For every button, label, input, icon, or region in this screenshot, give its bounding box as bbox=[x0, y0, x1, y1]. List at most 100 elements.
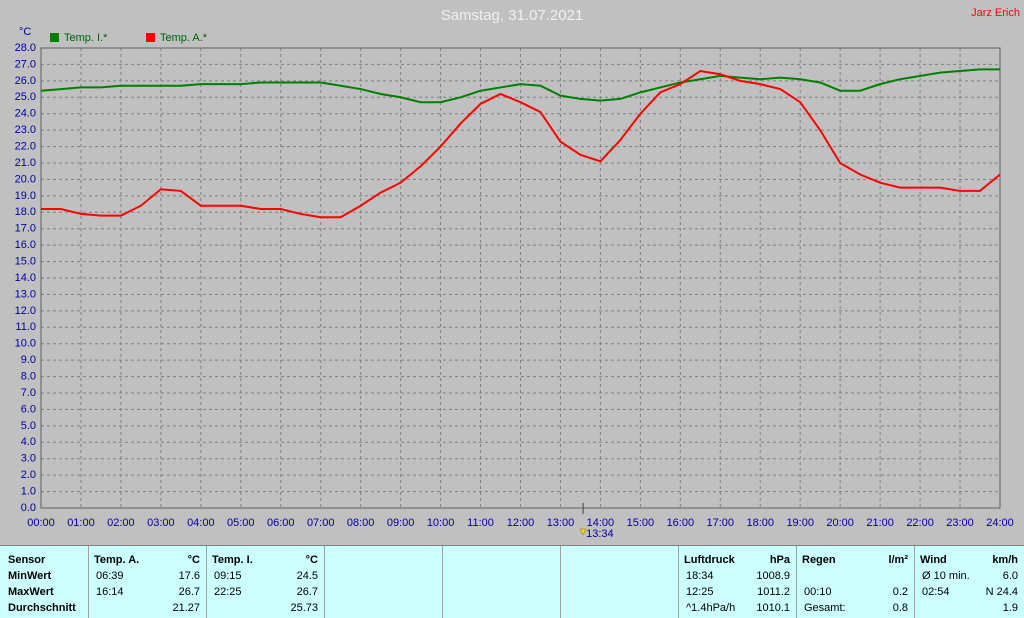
y-tick-label: 17.0 bbox=[15, 223, 36, 235]
y-tick-label: 10.0 bbox=[15, 338, 36, 350]
table-value: 25.73 bbox=[290, 602, 318, 614]
y-tick-label: 11.0 bbox=[15, 321, 36, 333]
x-tick-label: 17:00 bbox=[707, 517, 735, 529]
chart-title: Samstag, 31.07.2021 bbox=[441, 7, 584, 24]
y-tick-label: 13.0 bbox=[15, 288, 36, 300]
table-value: 24.5 bbox=[297, 570, 318, 582]
table-value: 0.2 bbox=[893, 586, 908, 598]
x-tick-label: 04:00 bbox=[187, 517, 215, 529]
x-tick-label: 20:00 bbox=[826, 517, 854, 529]
y-tick-label: 15.0 bbox=[15, 255, 36, 267]
y-axis-label: °C bbox=[19, 26, 31, 38]
table-unit: °C bbox=[306, 554, 318, 566]
y-tick-label: 4.0 bbox=[21, 436, 36, 448]
table-value: 17.6 bbox=[179, 570, 200, 582]
y-tick-label: 1.0 bbox=[21, 485, 36, 497]
corner-label: Jarz Erich bbox=[971, 7, 1020, 19]
table-value: 1008.9 bbox=[756, 570, 790, 582]
table-row-label: MaxWert bbox=[8, 586, 54, 598]
series-line bbox=[40, 68, 1000, 104]
table-unit: l/m² bbox=[888, 554, 908, 566]
y-tick-label: 19.0 bbox=[15, 190, 36, 202]
x-tick-label: 10:00 bbox=[427, 517, 455, 529]
legend-label: Temp. A.* bbox=[160, 32, 208, 44]
table-value: 6.0 bbox=[1003, 570, 1018, 582]
table-time: Ø 10 min. bbox=[922, 570, 970, 582]
table-row-label: Durchschnitt bbox=[8, 602, 76, 614]
y-tick-label: 5.0 bbox=[21, 420, 36, 432]
table-time: 09:15 bbox=[214, 570, 242, 582]
table-value: N 24.4 bbox=[986, 586, 1018, 598]
x-tick-label: 18:00 bbox=[746, 517, 774, 529]
x-tick-label: 09:00 bbox=[387, 517, 415, 529]
y-tick-label: 6.0 bbox=[21, 403, 36, 415]
x-tick-label: 08:00 bbox=[347, 517, 375, 529]
table-time: Gesamt: bbox=[804, 602, 846, 614]
x-tick-label: 21:00 bbox=[866, 517, 894, 529]
table-header: Regen bbox=[802, 554, 836, 566]
plot-border bbox=[40, 47, 1001, 509]
y-tick-label: 27.0 bbox=[15, 58, 36, 70]
x-tick-label: 13:00 bbox=[547, 517, 575, 529]
table-time: 12:25 bbox=[686, 586, 714, 598]
series-line bbox=[41, 69, 1001, 219]
legend-swatch bbox=[146, 33, 155, 42]
y-tick-label: 23.0 bbox=[15, 124, 36, 136]
table-time: 16:14 bbox=[96, 586, 124, 598]
table-separators bbox=[88, 546, 915, 618]
table-value: 0.8 bbox=[893, 602, 908, 614]
x-tick-label: 19:00 bbox=[786, 517, 814, 529]
table-header: Wind bbox=[920, 554, 947, 566]
y-tick-label: 8.0 bbox=[21, 370, 36, 382]
x-tick-label: 24:00 bbox=[986, 517, 1014, 529]
table-value: 21.27 bbox=[172, 602, 200, 614]
y-tick-label: 24.0 bbox=[15, 108, 36, 120]
table-time: 06:39 bbox=[96, 570, 124, 582]
y-tick-label: 2.0 bbox=[21, 469, 36, 481]
table-value: 1010.1 bbox=[756, 602, 790, 614]
table-background bbox=[0, 546, 1024, 618]
legend-swatch bbox=[50, 33, 59, 42]
x-tick-label: 00:00 bbox=[27, 517, 55, 529]
table-header: Temp. I. bbox=[212, 554, 253, 566]
y-tick-label: 20.0 bbox=[15, 173, 36, 185]
y-tick-label: 9.0 bbox=[21, 354, 36, 366]
table-time: 22:25 bbox=[214, 586, 242, 598]
table-row-label: MinWert bbox=[8, 570, 52, 582]
legend-label: Temp. I.* bbox=[64, 32, 108, 44]
y-tick-label: 28.0 bbox=[15, 42, 36, 54]
x-tick-label: 01:00 bbox=[67, 517, 95, 529]
y-tick-label: 21.0 bbox=[15, 157, 36, 169]
x-tick-label: 11:00 bbox=[467, 517, 494, 529]
x-tick-label: 15:00 bbox=[627, 517, 655, 529]
table-time: ^1.4hPa/h bbox=[686, 602, 735, 614]
table-header: Luftdruck bbox=[684, 554, 736, 566]
x-tick-label: 02:00 bbox=[107, 517, 135, 529]
table-time: 02:54 bbox=[922, 586, 950, 598]
x-tick-label: 05:00 bbox=[227, 517, 255, 529]
table-unit: °C bbox=[188, 554, 200, 566]
x-tick-label: 23:00 bbox=[946, 517, 974, 529]
y-tick-label: 7.0 bbox=[21, 387, 36, 399]
y-tick-label: 22.0 bbox=[15, 140, 36, 152]
table-value: 1011.2 bbox=[757, 586, 790, 598]
table-time: 00:10 bbox=[804, 586, 832, 598]
x-tick-label: 14:00 bbox=[587, 517, 615, 529]
x-tick-label: 12:00 bbox=[507, 517, 535, 529]
table-time: 18:34 bbox=[686, 570, 714, 582]
y-tick-label: 16.0 bbox=[15, 239, 36, 251]
table-unit: hPa bbox=[770, 554, 791, 566]
table-header: Sensor bbox=[8, 554, 46, 566]
time-marker-label: 13:34 bbox=[586, 528, 614, 540]
y-tick-label: 14.0 bbox=[15, 272, 36, 284]
y-tick-label: 3.0 bbox=[21, 453, 36, 465]
x-tick-label: 03:00 bbox=[147, 517, 175, 529]
y-tick-label: 0.0 bbox=[21, 502, 36, 514]
y-tick-label: 25.0 bbox=[15, 91, 36, 103]
x-tick-label: 22:00 bbox=[906, 517, 934, 529]
table-unit: km/h bbox=[992, 554, 1018, 566]
table-header: Temp. A. bbox=[94, 554, 139, 566]
y-tick-label: 12.0 bbox=[15, 305, 36, 317]
